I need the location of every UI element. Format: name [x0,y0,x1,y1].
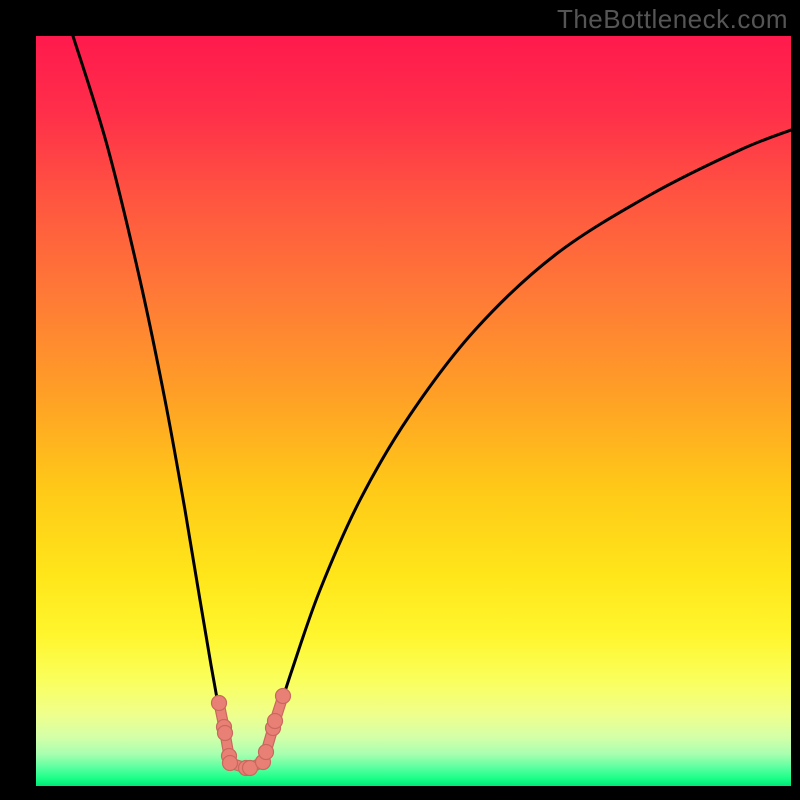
watermark-text: TheBottleneck.com [557,4,788,35]
chart-svg [0,0,800,800]
